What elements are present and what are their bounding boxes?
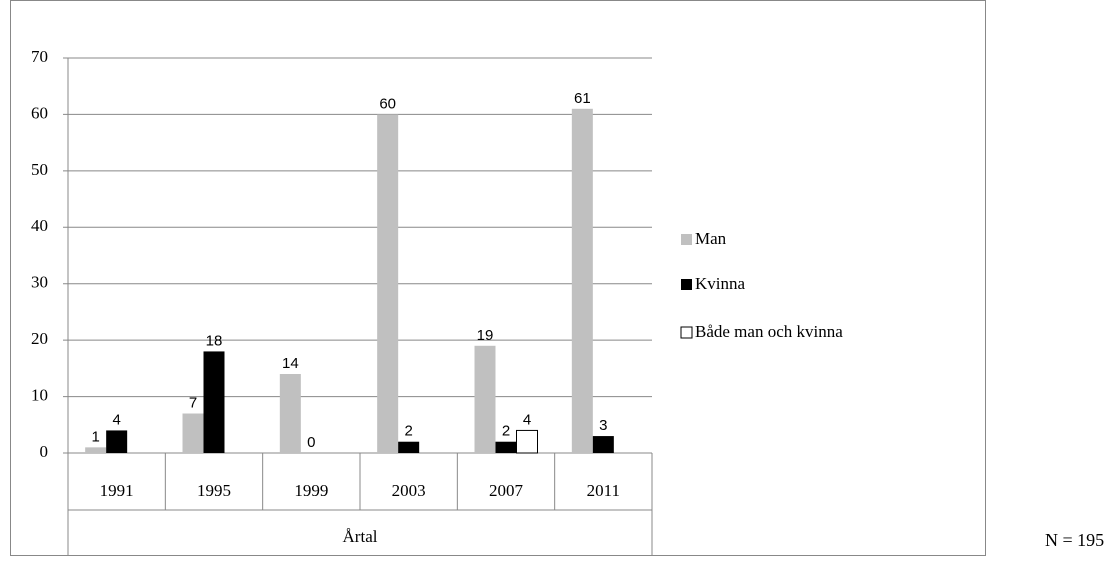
data-label: 2 — [502, 423, 510, 440]
legend-swatch — [681, 234, 692, 245]
data-label: 0 — [307, 434, 315, 451]
y-tick-label: 10 — [31, 385, 48, 404]
data-label: 3 — [599, 417, 607, 434]
legend-label: Både man och kvinna — [695, 322, 843, 341]
data-label: 1 — [91, 428, 99, 445]
data-label: 2 — [404, 423, 412, 440]
legend-label: Kvinna — [695, 274, 746, 293]
y-tick-label: 30 — [31, 273, 48, 292]
x-tick-label: 2011 — [587, 481, 620, 500]
data-label: 19 — [477, 327, 494, 344]
bar — [377, 114, 399, 453]
data-label: 7 — [189, 394, 197, 411]
bar — [398, 441, 420, 453]
legend-label: Man — [695, 229, 727, 248]
x-tick-label: 1995 — [197, 481, 231, 500]
x-tick-label: 1991 — [100, 481, 134, 500]
legend-swatch — [681, 279, 692, 290]
data-label: 4 — [112, 411, 120, 428]
y-tick-label: 50 — [31, 160, 48, 179]
bar — [495, 441, 517, 453]
y-tick-label: 70 — [31, 47, 48, 66]
bar — [106, 430, 128, 453]
bar — [474, 345, 496, 453]
data-label: 18 — [206, 332, 223, 349]
data-label: 61 — [574, 90, 591, 107]
y-tick-label: 0 — [40, 442, 49, 461]
bar — [182, 413, 204, 453]
bar — [279, 374, 301, 453]
annotation: N = 195 — [1045, 530, 1104, 550]
x-tick-label: 2007 — [489, 481, 524, 500]
y-tick-label: 60 — [31, 103, 48, 122]
data-label: 60 — [379, 95, 396, 112]
bar — [571, 108, 593, 454]
x-tick-label: 1999 — [294, 481, 328, 500]
x-tick-label: 2003 — [392, 481, 426, 500]
y-tick-label: 40 — [31, 216, 48, 235]
data-label: 14 — [282, 355, 299, 372]
x-axis-title: Årtal — [343, 527, 378, 546]
chart-border — [10, 0, 986, 556]
bar — [592, 436, 614, 453]
data-label: 4 — [523, 411, 531, 428]
bar — [203, 351, 225, 453]
y-tick-label: 20 — [31, 329, 48, 348]
bar — [516, 429, 538, 454]
bar — [85, 447, 107, 453]
legend-swatch — [680, 326, 693, 339]
